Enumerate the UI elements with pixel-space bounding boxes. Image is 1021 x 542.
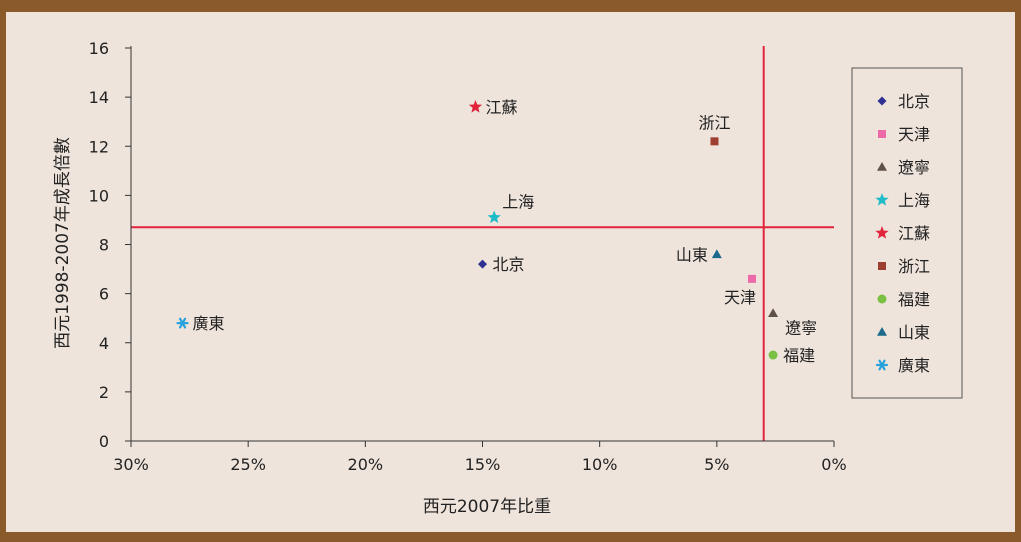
point-label: 福建 [783,346,815,365]
point-label: 浙江 [698,113,730,132]
x-axis-label: 西元2007年比重 [423,497,551,517]
y-tick-label: 14 [89,88,109,107]
legend-label: 遼寧 [898,158,930,177]
legend-marker [877,294,887,304]
data-point-4 [487,210,501,224]
x-tick-label: 10% [582,455,618,474]
legend-marker [877,162,887,171]
data-point-6 [710,137,719,146]
data-point-8 [711,249,722,259]
y-tick-label: 16 [89,39,109,58]
legend-label: 江蘇 [898,224,930,243]
data-point-5 [468,99,483,113]
y-tick-label: 10 [89,186,109,205]
data-point-1 [478,259,487,269]
x-tick-label: 5% [704,455,729,474]
x-tick-label: 30% [113,455,149,474]
legend-box [851,67,963,399]
legend-label: 北京 [898,92,930,111]
y-axis-ticks: 0 2 4 6 8 10 12 14 16 [89,39,131,451]
legend-label: 浙江 [898,257,930,276]
y-tick-label: 8 [99,236,109,255]
legend-marker [878,130,886,138]
y-tick-label: 6 [99,285,109,304]
x-tick-label: 15% [465,455,501,474]
legend-marker [877,96,887,106]
legend-label: 山東 [898,323,930,342]
data-point-2 [747,274,756,283]
legend-marker [878,262,886,270]
point-label: 天津 [724,288,756,307]
point-label: 上海 [502,192,534,211]
data-point-9 [176,317,189,329]
x-axis-ticks: 30% 25% 20% 15% 10% 5% 0% [113,441,847,474]
legend-marker [875,193,889,206]
point-label: 廣東 [193,314,225,333]
legend-label: 福建 [898,290,930,309]
y-tick-label: 4 [99,334,109,353]
data-point-7 [768,350,778,360]
point-label: 北京 [493,255,525,274]
reference-lines [131,46,834,441]
y-tick-label: 2 [99,383,109,402]
axes [130,46,834,442]
x-tick-label: 0% [821,455,846,474]
legend-label: 上海 [898,191,930,210]
data-point-3 [768,308,779,318]
x-tick-label: 20% [348,455,384,474]
x-tick-label: 25% [230,455,266,474]
point-label: 山東 [676,245,708,264]
y-tick-label: 12 [89,137,109,156]
legend-marker [875,359,889,371]
legend-label: 廣東 [898,356,930,375]
point-label: 江蘇 [485,98,517,117]
y-tick-label: 0 [99,432,109,451]
y-axis-label: 西元1998-2007年成長倍數 [53,137,73,349]
legend-marker [875,226,889,239]
point-label: 遼寧 [785,318,817,337]
legend-marker [877,327,887,336]
legend-label: 天津 [898,125,930,144]
